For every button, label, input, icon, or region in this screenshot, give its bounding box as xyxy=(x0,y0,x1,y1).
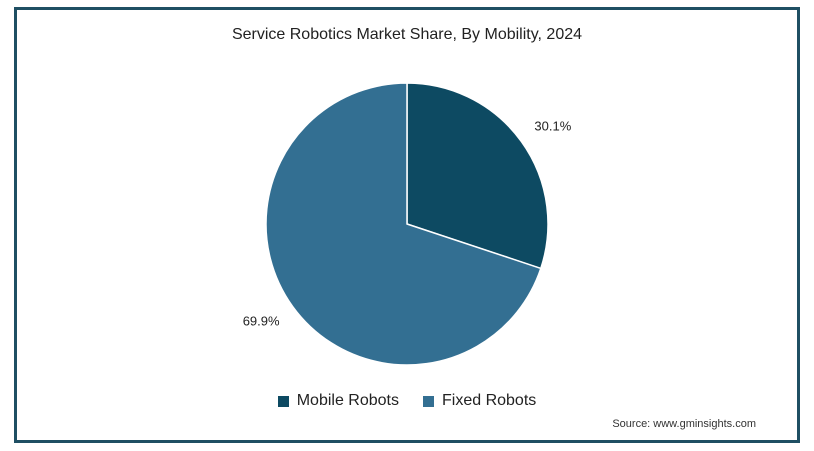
legend-item-fixed-robots: Fixed Robots xyxy=(423,392,536,410)
legend-swatch-mobile-robots xyxy=(277,395,289,407)
legend-item-mobile-robots: Mobile Robots xyxy=(277,392,399,410)
source-note: Source: www.gminsights.com xyxy=(612,418,756,430)
data-label-mobile-robots: 30.1% xyxy=(534,118,571,133)
legend-swatch-fixed-robots xyxy=(423,395,434,407)
pie-slice-mobile-robots xyxy=(406,82,549,270)
chart-title: Service Robotics Market Share, By Mobili… xyxy=(231,26,583,43)
legend-label-mobile-robots: Mobile Robots xyxy=(296,392,399,409)
data-label-fixed-robots: 69.9% xyxy=(243,314,280,329)
legend: Mobile Robots Fixed Robots xyxy=(0,392,814,410)
legend-label-fixed-robots: Fixed Robots xyxy=(442,392,537,409)
pie-slice-fixed-robots xyxy=(265,82,542,366)
